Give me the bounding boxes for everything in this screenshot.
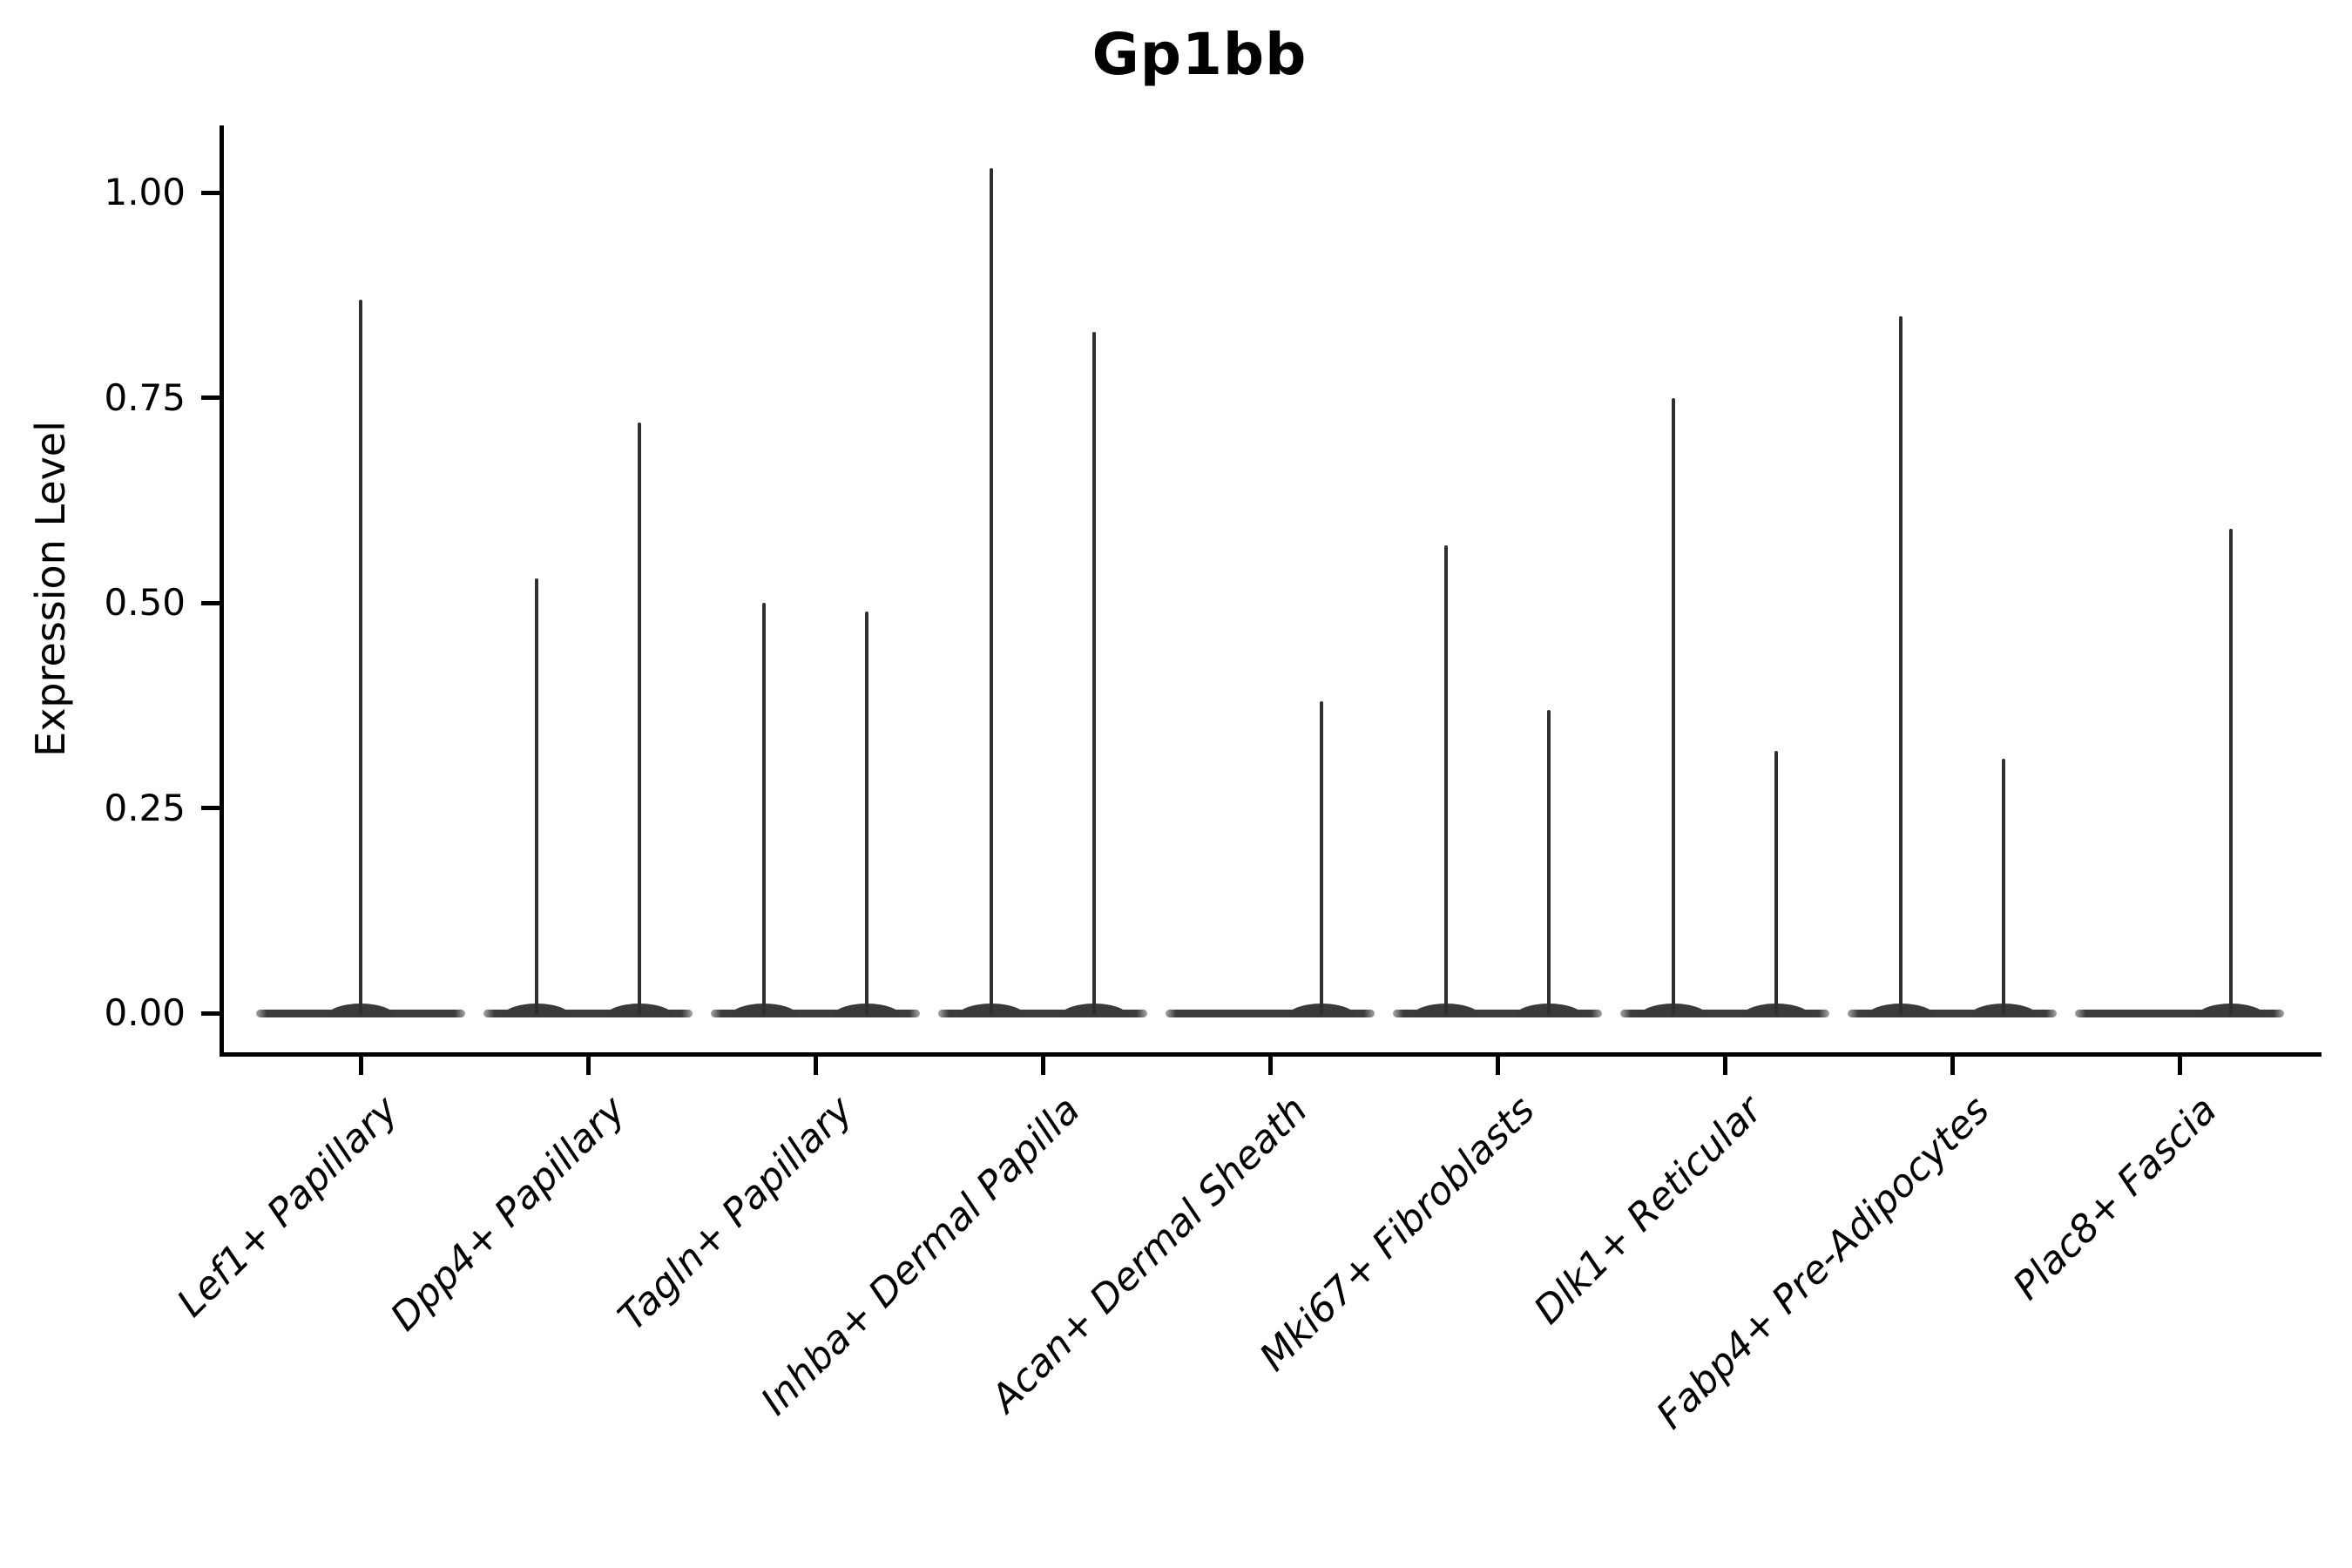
violin-spike xyxy=(535,578,538,1015)
x-tick-mark xyxy=(2177,1057,2182,1075)
y-tick-label: 0.00 xyxy=(104,991,186,1034)
violin-body xyxy=(1848,1009,2057,1017)
x-tick-label: Plac8+ Fascia xyxy=(2004,1087,2226,1309)
violin-body xyxy=(2075,1009,2284,1017)
y-tick-mark xyxy=(201,190,220,195)
violin-spike xyxy=(638,422,641,1015)
x-tick-mark xyxy=(1495,1057,1500,1075)
x-tick-label: Dlk1+ Reticular xyxy=(1525,1087,1771,1334)
x-tick-mark xyxy=(1950,1057,1955,1075)
violin-spike xyxy=(762,603,766,1015)
y-tick-mark xyxy=(201,600,220,605)
violin-spike xyxy=(1899,315,1903,1015)
violin-spike xyxy=(2002,759,2005,1015)
violin-spike xyxy=(1092,332,1096,1015)
x-tick-label: Dpp4+ Papillary xyxy=(382,1087,634,1340)
y-tick-label: 0.75 xyxy=(104,375,186,419)
x-tick-mark xyxy=(358,1057,363,1075)
violin-spike xyxy=(1672,397,1675,1015)
violin-spike xyxy=(865,611,868,1015)
violin-spike xyxy=(359,299,362,1015)
chart-title: Gp1bb xyxy=(1092,21,1308,88)
x-tick-label: Inhba+ Dermal Papilla xyxy=(752,1087,1089,1424)
x-tick-mark xyxy=(1267,1057,1273,1075)
y-tick-mark xyxy=(201,806,220,811)
x-tick-mark xyxy=(1040,1057,1045,1075)
x-tick-label: Mki67+ Fibroblasts xyxy=(1251,1087,1544,1381)
violin-body xyxy=(1166,1009,1375,1017)
y-tick-label: 0.50 xyxy=(104,581,186,625)
left-spine xyxy=(220,125,224,1057)
x-tick-mark xyxy=(585,1057,591,1075)
x-tick-mark xyxy=(1722,1057,1727,1075)
violin-spike xyxy=(2229,529,2233,1015)
x-tick-label: Fabp4+ Pre-Adipocytes xyxy=(1648,1087,1998,1438)
x-tick-label: Lef1+ Papillary xyxy=(168,1087,407,1326)
bottom-spine xyxy=(220,1052,2322,1057)
violin-spike xyxy=(1774,750,1778,1015)
y-tick-mark xyxy=(201,1010,220,1016)
x-tick-label: Tagln+ Papillary xyxy=(610,1087,862,1340)
violin-spike xyxy=(1444,545,1448,1015)
y-tick-label: 1.00 xyxy=(104,171,186,214)
violin-spike xyxy=(990,168,993,1015)
y-tick-mark xyxy=(201,395,220,401)
violin-spike xyxy=(1320,701,1323,1015)
x-tick-label: Acan+ Dermal Sheath xyxy=(983,1087,1316,1422)
violin-body xyxy=(483,1009,693,1017)
y-tick-label: 0.25 xyxy=(104,786,186,829)
violin-body xyxy=(711,1009,920,1017)
violin-body xyxy=(1393,1009,1602,1017)
violin-body xyxy=(1620,1009,1829,1017)
violin-spike xyxy=(1547,709,1551,1015)
violin-body xyxy=(938,1009,1147,1017)
x-tick-mark xyxy=(813,1057,818,1075)
